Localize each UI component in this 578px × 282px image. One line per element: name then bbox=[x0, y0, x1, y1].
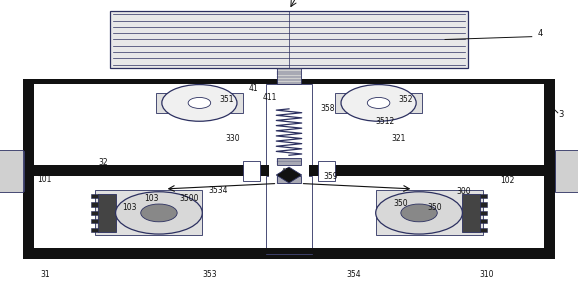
Bar bbox=[555, 150, 578, 192]
Bar bbox=[462, 194, 480, 232]
Text: 103: 103 bbox=[123, 203, 137, 212]
Bar bbox=[95, 190, 202, 235]
Bar bbox=[555, 151, 578, 191]
Text: 352: 352 bbox=[399, 94, 413, 103]
Bar bbox=[266, 177, 312, 254]
Circle shape bbox=[162, 85, 237, 121]
Text: 32: 32 bbox=[98, 158, 108, 167]
Circle shape bbox=[368, 98, 390, 109]
Circle shape bbox=[401, 204, 438, 222]
Text: 310: 310 bbox=[480, 270, 494, 279]
Bar bbox=[34, 248, 544, 254]
Bar bbox=[480, 211, 487, 215]
Text: 350: 350 bbox=[427, 203, 442, 212]
Bar bbox=[277, 68, 301, 84]
Text: 300: 300 bbox=[457, 187, 471, 196]
Polygon shape bbox=[276, 167, 302, 183]
Bar bbox=[266, 84, 312, 165]
Bar bbox=[480, 228, 487, 232]
Text: 411: 411 bbox=[263, 93, 277, 102]
Text: 103: 103 bbox=[144, 194, 159, 203]
Bar bbox=[277, 158, 301, 165]
Bar bbox=[480, 194, 487, 198]
Text: 42: 42 bbox=[280, 168, 290, 177]
Bar bbox=[480, 202, 487, 206]
Bar bbox=[277, 177, 301, 184]
Bar bbox=[91, 202, 98, 206]
Text: 353: 353 bbox=[202, 270, 217, 279]
Bar bbox=[309, 165, 544, 177]
Bar bbox=[34, 165, 269, 177]
Bar bbox=[243, 161, 260, 181]
Text: 101: 101 bbox=[38, 175, 52, 184]
Bar bbox=[23, 79, 555, 259]
Text: 359: 359 bbox=[324, 172, 338, 181]
Text: 4: 4 bbox=[538, 29, 543, 38]
Bar bbox=[0, 151, 24, 191]
Circle shape bbox=[188, 98, 210, 109]
Text: 31: 31 bbox=[40, 270, 50, 279]
Text: 321: 321 bbox=[392, 134, 406, 143]
Text: 330: 330 bbox=[225, 134, 240, 143]
Text: 41: 41 bbox=[249, 84, 258, 93]
Bar bbox=[91, 219, 98, 223]
Text: 354: 354 bbox=[347, 270, 361, 279]
Text: 3: 3 bbox=[558, 110, 564, 119]
Text: 102: 102 bbox=[500, 176, 514, 185]
Bar bbox=[91, 211, 98, 215]
Bar bbox=[91, 228, 98, 232]
Text: 3512: 3512 bbox=[376, 117, 395, 126]
Bar bbox=[318, 161, 335, 181]
Circle shape bbox=[141, 204, 177, 222]
Bar bbox=[335, 93, 422, 113]
Bar bbox=[480, 219, 487, 223]
Text: 350: 350 bbox=[393, 199, 407, 208]
Circle shape bbox=[376, 192, 462, 234]
Text: 358: 358 bbox=[321, 104, 335, 113]
Bar bbox=[34, 165, 544, 177]
Bar bbox=[0, 150, 23, 192]
Bar bbox=[110, 11, 468, 68]
Text: 351: 351 bbox=[220, 94, 234, 103]
Bar bbox=[91, 194, 98, 198]
Bar bbox=[376, 190, 483, 235]
Circle shape bbox=[341, 85, 416, 121]
Circle shape bbox=[116, 192, 202, 234]
Bar bbox=[269, 165, 309, 177]
Text: 3534: 3534 bbox=[208, 186, 228, 195]
Bar bbox=[156, 93, 243, 113]
Text: 3500: 3500 bbox=[179, 194, 199, 203]
Bar bbox=[98, 194, 116, 232]
Bar bbox=[34, 84, 544, 254]
